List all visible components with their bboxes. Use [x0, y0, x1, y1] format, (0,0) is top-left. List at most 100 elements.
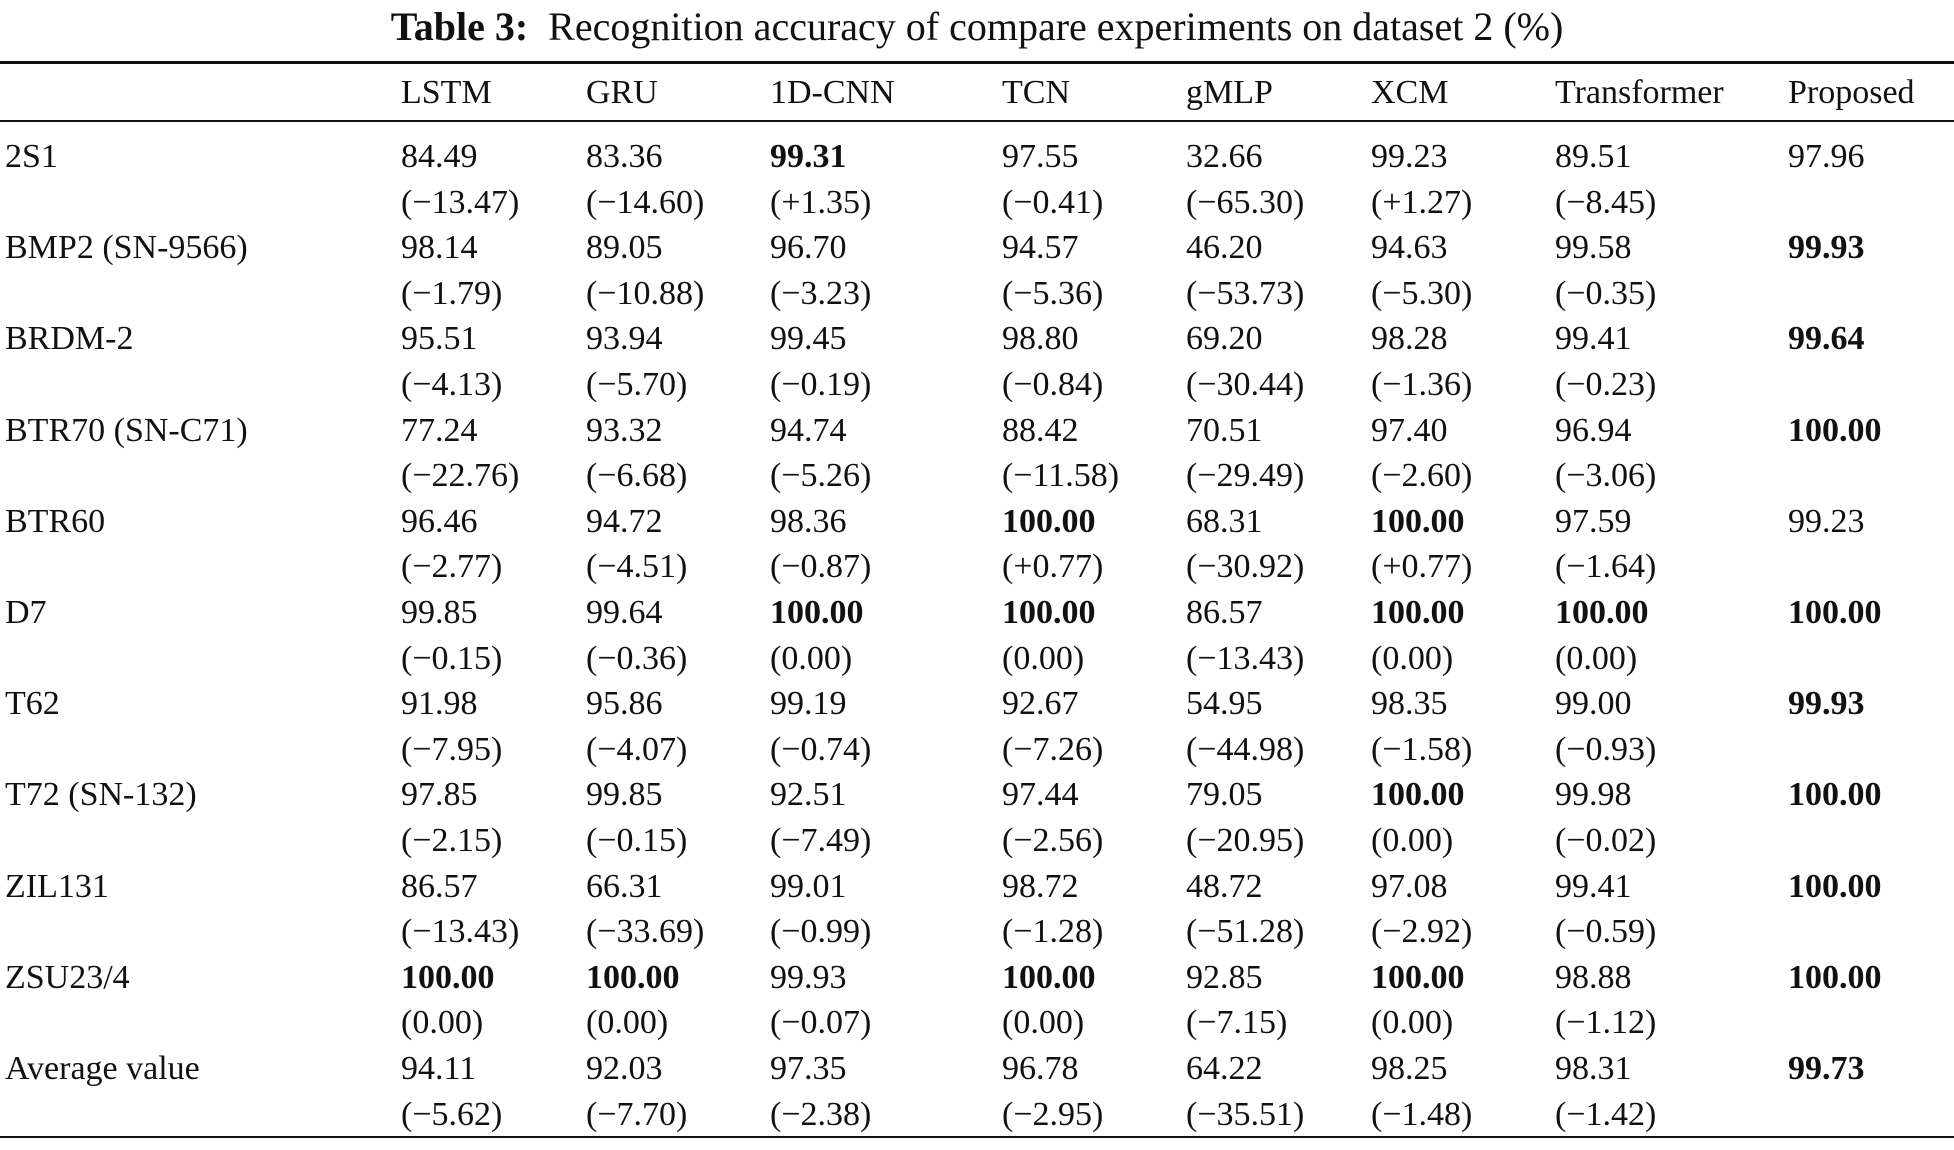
table-cell-diff: (−22.76) — [401, 457, 520, 495]
table-cell-value: 91.98 — [401, 685, 478, 723]
table-cell-value: 99.64 — [586, 594, 663, 631]
table-cell-diff: (+1.27) — [1371, 183, 1473, 221]
table-cell-diff: (−8.45) — [1555, 183, 1657, 221]
table-cell-diff: (−2.92) — [1371, 913, 1473, 951]
table-cell-diff: (−7.26) — [1002, 730, 1104, 768]
table-cell-diff: (−7.15) — [1186, 1004, 1288, 1042]
table-cell-diff: (−0.15) — [586, 822, 688, 859]
table-cell-diff: (0.00) — [1002, 1004, 1085, 1042]
table-cell-value: 93.32 — [586, 411, 663, 449]
table-cell-value: 100.00 — [1788, 958, 1882, 996]
table-cell-value: 88.42 — [1002, 411, 1079, 449]
table-cell-diff: (−13.43) — [1186, 639, 1305, 677]
table-cell-value: 99.23 — [1371, 138, 1448, 175]
table-cell-value: 46.20 — [1186, 229, 1263, 267]
table-cell-diff: (−5.62) — [401, 1095, 503, 1133]
table-cell-diff: (−1.58) — [1371, 730, 1473, 768]
table-cell-diff: (−3.06) — [1555, 457, 1657, 495]
table-cell-diff: (−65.30) — [1186, 183, 1305, 221]
table-cell-value: 97.55 — [1002, 138, 1079, 175]
table-cell-value: 95.86 — [586, 685, 663, 723]
table-cell-value: 100.00 — [770, 594, 864, 631]
table-cell-value: 92.85 — [1186, 958, 1263, 996]
table-cell-value: 94.63 — [1371, 229, 1448, 267]
table-cell-value: 32.66 — [1186, 138, 1263, 175]
table-cell-value: 100.00 — [1002, 502, 1096, 540]
table-cell-value: 48.72 — [1186, 867, 1263, 905]
column-header: LSTM — [401, 74, 492, 111]
row-label: ZIL131 — [5, 867, 109, 905]
table-cell-value: 77.24 — [401, 411, 478, 449]
table-cell-value: 98.36 — [770, 502, 847, 540]
table-cell-diff: (−53.73) — [1186, 274, 1305, 312]
column-header: 1D-CNN — [770, 74, 895, 111]
table-cell-value: 69.20 — [1186, 320, 1263, 358]
table-cell-value: 96.94 — [1555, 411, 1632, 449]
table-cell-diff: (−4.51) — [586, 548, 688, 586]
table-cell-value: 98.72 — [1002, 867, 1079, 905]
table-cell-value: 100.00 — [1371, 502, 1465, 540]
table-cell-value: 83.36 — [586, 138, 663, 175]
table-cell-value: 99.93 — [770, 958, 847, 996]
table-cell-value: 66.31 — [586, 867, 663, 905]
table-cell-diff: (−0.74) — [770, 730, 872, 768]
table-cell-diff: (−11.58) — [1002, 457, 1120, 495]
table-cell-value: 99.41 — [1555, 320, 1632, 358]
table-cell-value: 100.00 — [1002, 594, 1096, 631]
table-cell-value: 100.00 — [1788, 867, 1882, 905]
table-cell-value: 97.35 — [770, 1050, 847, 1087]
table-cell-value: 98.14 — [401, 229, 478, 267]
table-cell-diff: (−30.44) — [1186, 366, 1305, 403]
table-cell-diff: (−1.48) — [1371, 1095, 1473, 1133]
bottom-rule — [0, 1136, 1954, 1138]
table-cell-value: 100.00 — [1788, 594, 1882, 631]
table-cell-value: 97.85 — [401, 776, 478, 814]
table-cell-value: 99.45 — [770, 320, 847, 358]
table-cell-value: 99.31 — [770, 138, 847, 175]
row-label: D7 — [5, 594, 47, 631]
table-cell-value: 99.93 — [1788, 229, 1865, 267]
table-cell-value: 100.00 — [1002, 958, 1096, 996]
row-label: BTR70 (SN-C71) — [5, 411, 248, 449]
table-cell-diff: (−30.92) — [1186, 548, 1305, 586]
table-cell-diff: (−1.79) — [401, 274, 503, 312]
table-cell-value: 96.46 — [401, 502, 478, 540]
column-header: gMLP — [1186, 74, 1273, 111]
table-cell-diff: (−7.49) — [770, 822, 872, 859]
row-label: T72 (SN-132) — [5, 776, 197, 814]
table-cell-diff: (0.00) — [770, 639, 853, 677]
table-cell-value: 100.00 — [1788, 776, 1882, 814]
table-cell-diff: (0.00) — [586, 1004, 669, 1042]
table-cell-diff: (+0.77) — [1371, 548, 1473, 586]
table-cell-diff: (−0.35) — [1555, 274, 1657, 312]
table-cell-value: 93.94 — [586, 320, 663, 358]
table-cell-diff: (−20.95) — [1186, 822, 1305, 859]
table-cell-diff: (−0.07) — [770, 1004, 872, 1042]
table-cell-value: 94.72 — [586, 502, 663, 540]
table-cell-value: 100.00 — [586, 958, 680, 996]
table-cell-diff: (+1.35) — [770, 183, 872, 221]
table-cell-diff: (−13.47) — [401, 183, 520, 221]
table-cell-diff: (−7.70) — [586, 1095, 688, 1133]
table-cell-value: 95.51 — [401, 320, 478, 358]
table-cell-value: 100.00 — [1371, 776, 1465, 814]
table-cell-value: 97.96 — [1788, 138, 1865, 175]
table-cell-value: 98.80 — [1002, 320, 1079, 358]
table-cell-value: 96.78 — [1002, 1050, 1079, 1087]
table-cell-diff: (−44.98) — [1186, 730, 1305, 768]
table-cell-diff: (−0.41) — [1002, 183, 1104, 221]
table-cell-value: 99.93 — [1788, 685, 1865, 723]
table-cell-value: 89.05 — [586, 229, 663, 267]
table-cell-value: 79.05 — [1186, 776, 1263, 814]
table-cell-diff: (−0.36) — [586, 639, 688, 677]
table-cell-diff: (−0.59) — [1555, 913, 1657, 951]
table-cell-diff: (−29.49) — [1186, 457, 1305, 495]
table-cell-value: 100.00 — [1788, 411, 1882, 449]
table-cell-value: 92.03 — [586, 1050, 663, 1087]
table-cell-value: 98.31 — [1555, 1050, 1632, 1087]
table-cell-diff: (−5.70) — [586, 366, 688, 403]
column-header: GRU — [586, 74, 658, 111]
table-number: Table 3: — [390, 4, 529, 49]
table-cell-value: 100.00 — [1555, 594, 1649, 631]
table-cell-value: 99.85 — [586, 776, 663, 814]
